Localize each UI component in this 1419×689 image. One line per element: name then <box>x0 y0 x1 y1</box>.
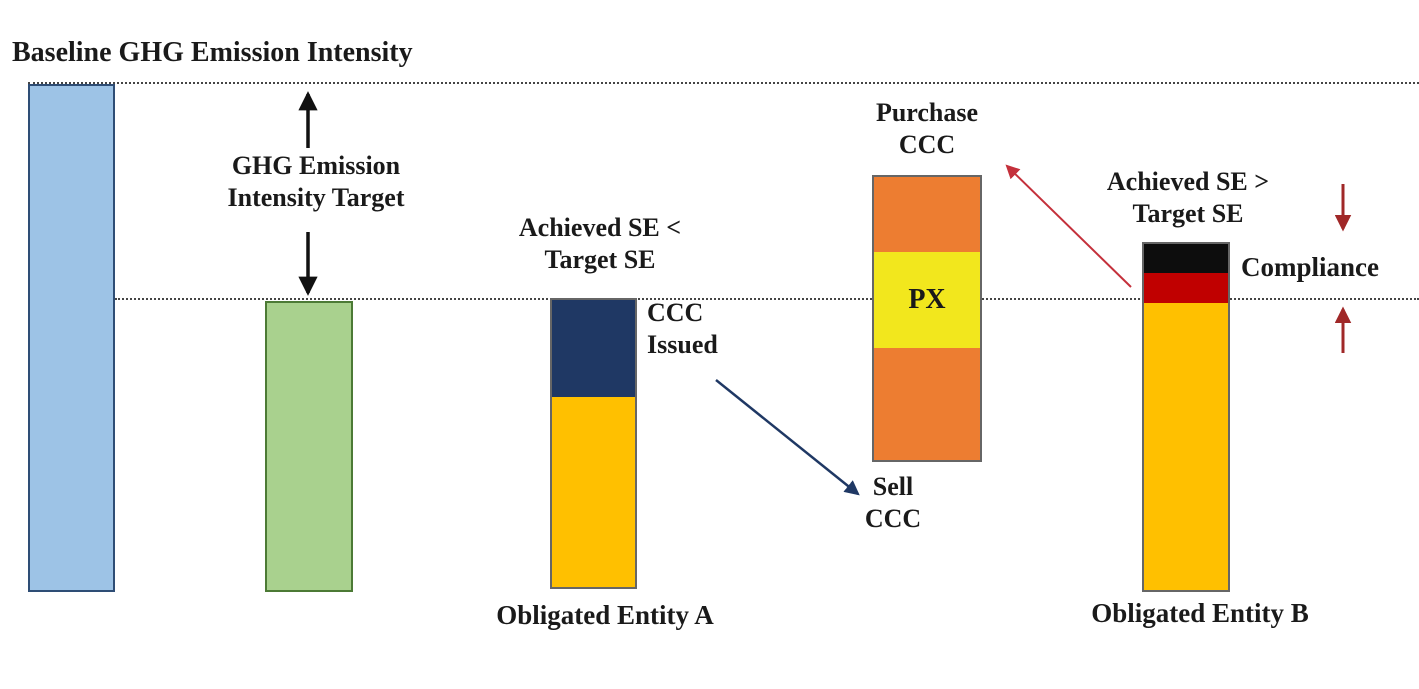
entity-b-condition-label: Achieved SE > Target SE <box>1078 166 1298 229</box>
sell-ccc-label: Sell CCC <box>833 471 953 534</box>
baseline-emission-bar <box>28 84 115 592</box>
entity-b-purchased-ccc-segment <box>1144 273 1228 303</box>
exchange-upper-segment <box>874 177 980 252</box>
sell-ccc-line1: Sell <box>872 472 914 501</box>
entity-b-excess-segment <box>1144 244 1228 273</box>
exchange-bar: PX <box>872 175 982 462</box>
entity-b-condition-line2: Target SE <box>1132 198 1244 228</box>
sell-ccc-line2: CCC <box>864 503 922 533</box>
ccc-issued-line2: Issued <box>647 329 718 359</box>
ghg-target-label-line2: Intensity Target <box>227 182 405 212</box>
ccc-issued-line1: CCC <box>647 298 704 327</box>
ccc-issued-label: CCC Issued <box>647 297 777 360</box>
entity-b-bar <box>1142 242 1230 592</box>
purchase-ccc-line2: CCC <box>898 129 956 159</box>
target-emission-bar <box>265 301 353 592</box>
px-label: PX <box>908 284 946 315</box>
target-dotted-line <box>115 298 1419 300</box>
entity-a-condition-line2: Target SE <box>544 244 656 274</box>
ghg-target-label: GHG Emission Intensity Target <box>186 150 446 213</box>
purchase-ccc-line1: Purchase <box>875 98 979 127</box>
entity-b-name-label: Obligated Entity B <box>1091 598 1309 628</box>
exchange-lower-segment <box>874 348 980 460</box>
entity-b-condition-line1: Achieved SE > <box>1106 167 1270 196</box>
purchase-ccc-label: Purchase CCC <box>852 97 1002 160</box>
entity-a-bar <box>550 298 637 589</box>
exchange-px-segment: PX <box>874 252 980 348</box>
entity-a-ccc-segment <box>552 300 635 397</box>
page-title: Baseline GHG Emission Intensity <box>12 37 413 68</box>
compliance-label: Compliance <box>1241 252 1379 282</box>
entity-a-condition-label: Achieved SE < Target SE <box>485 212 715 275</box>
ghg-target-label-line1: GHG Emission <box>231 151 401 180</box>
entity-a-name-label: Obligated Entity A <box>496 600 714 630</box>
baseline-dotted-line <box>28 82 1419 84</box>
entity-b-achieved-segment <box>1144 303 1228 590</box>
entity-a-achieved-segment <box>552 397 635 587</box>
entity-a-condition-line1: Achieved SE < <box>518 213 682 242</box>
